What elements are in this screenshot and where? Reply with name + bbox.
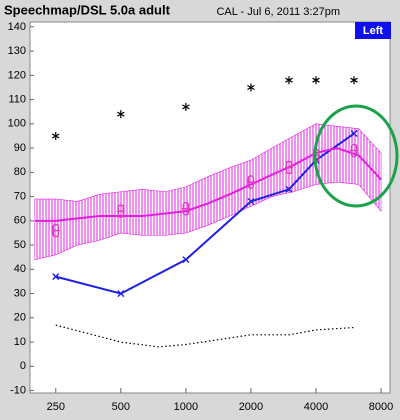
- star-marker: [312, 76, 320, 85]
- highlight-circle: [313, 104, 399, 208]
- ear-label: Left: [363, 25, 384, 37]
- ear-button[interactable]: [355, 22, 391, 39]
- x-marker: [350, 130, 358, 138]
- y-tick-label: 140: [8, 21, 26, 33]
- star-marker: [285, 76, 293, 85]
- x-tick-label: 1000: [174, 401, 198, 413]
- y-tick-label: 130: [8, 45, 26, 57]
- x-marker: [52, 273, 60, 281]
- x-tick-label: 8000: [369, 401, 393, 413]
- y-tick-label: 10: [14, 336, 26, 348]
- y-tick-label: 30: [14, 287, 26, 299]
- chart-title: Speechmap/DSL 5.0a adult: [4, 2, 171, 17]
- star-marker: [117, 110, 125, 119]
- y-tick-label: 0: [20, 360, 26, 372]
- y-tick-label: -10: [10, 384, 26, 396]
- y-tick-label: 20: [14, 312, 26, 324]
- star-marker: [182, 102, 190, 111]
- y-tick-label: 60: [14, 215, 26, 227]
- y-tick-label: 70: [14, 190, 26, 202]
- x-tick-label: 500: [112, 401, 130, 413]
- y-tick-label: 50: [14, 239, 26, 251]
- y-tick-label: 40: [14, 263, 26, 275]
- chart-subtitle: CAL - Jul 6, 2011 3:27pm: [216, 6, 340, 18]
- star-marker: [350, 76, 358, 85]
- y-tick-label: 100: [8, 118, 26, 130]
- x-tick-label: 250: [47, 401, 65, 413]
- x-marker: [285, 185, 293, 193]
- x-marker: [247, 197, 255, 205]
- x-tick-label: 4000: [304, 401, 328, 413]
- x-marker: [117, 290, 125, 298]
- curve: [34, 147, 382, 222]
- x-tick-label: 2000: [239, 401, 263, 413]
- x-marker: [182, 256, 190, 264]
- star-marker: [247, 83, 255, 92]
- y-tick-label: 110: [8, 94, 26, 106]
- y-tick-label: 90: [14, 142, 26, 154]
- star-marker: [51, 131, 60, 140]
- speech-band: [34, 123, 382, 261]
- y-tick-label: 120: [8, 69, 26, 81]
- y-tick-label: 80: [14, 166, 26, 178]
